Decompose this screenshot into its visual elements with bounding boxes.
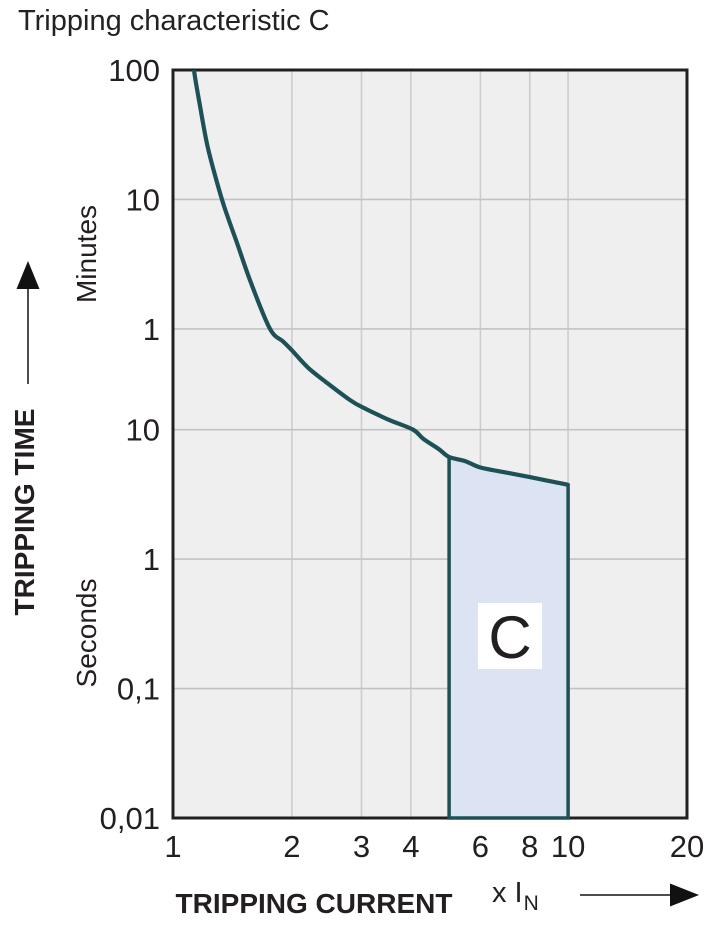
x-axis-title: TRIPPING CURRENT <box>176 888 453 919</box>
y-tick-label: 100 <box>108 53 160 88</box>
y-tick-label: 10 <box>126 413 160 448</box>
y-tick-label: 0,1 <box>117 672 160 707</box>
y-tick-label: 1 <box>143 312 160 347</box>
x-tick-label: 4 <box>402 829 419 864</box>
region-c-label: C <box>488 604 531 671</box>
trip-curve <box>191 70 569 487</box>
x-axis-unit-subscript: N <box>524 892 539 915</box>
x-tick-label: 8 <box>521 829 538 864</box>
y-tick-label: 1 <box>143 542 160 577</box>
right-arrow-icon <box>670 883 699 907</box>
x-tick-label: 3 <box>353 829 370 864</box>
region-c-label-box <box>478 603 542 669</box>
y-unit-minutes: Minutes <box>71 205 102 303</box>
y-tick-label: 0,01 <box>100 801 160 836</box>
up-arrow-icon <box>16 261 40 289</box>
plot-border <box>171 68 689 820</box>
x-tick-label: 1 <box>164 829 181 864</box>
y-tick-label: 10 <box>126 182 160 217</box>
y-axis-title: TRIPPING TIME <box>9 409 40 616</box>
x-tick-label: 20 <box>670 829 704 864</box>
x-tick-label: 2 <box>283 829 300 864</box>
x-tick-label: 6 <box>472 829 489 864</box>
x-tick-label: 10 <box>551 829 585 864</box>
x-axis-unit: x IN <box>492 877 539 915</box>
y-unit-seconds: Seconds <box>71 579 102 688</box>
page-title: Tripping characteristic C <box>18 5 330 37</box>
